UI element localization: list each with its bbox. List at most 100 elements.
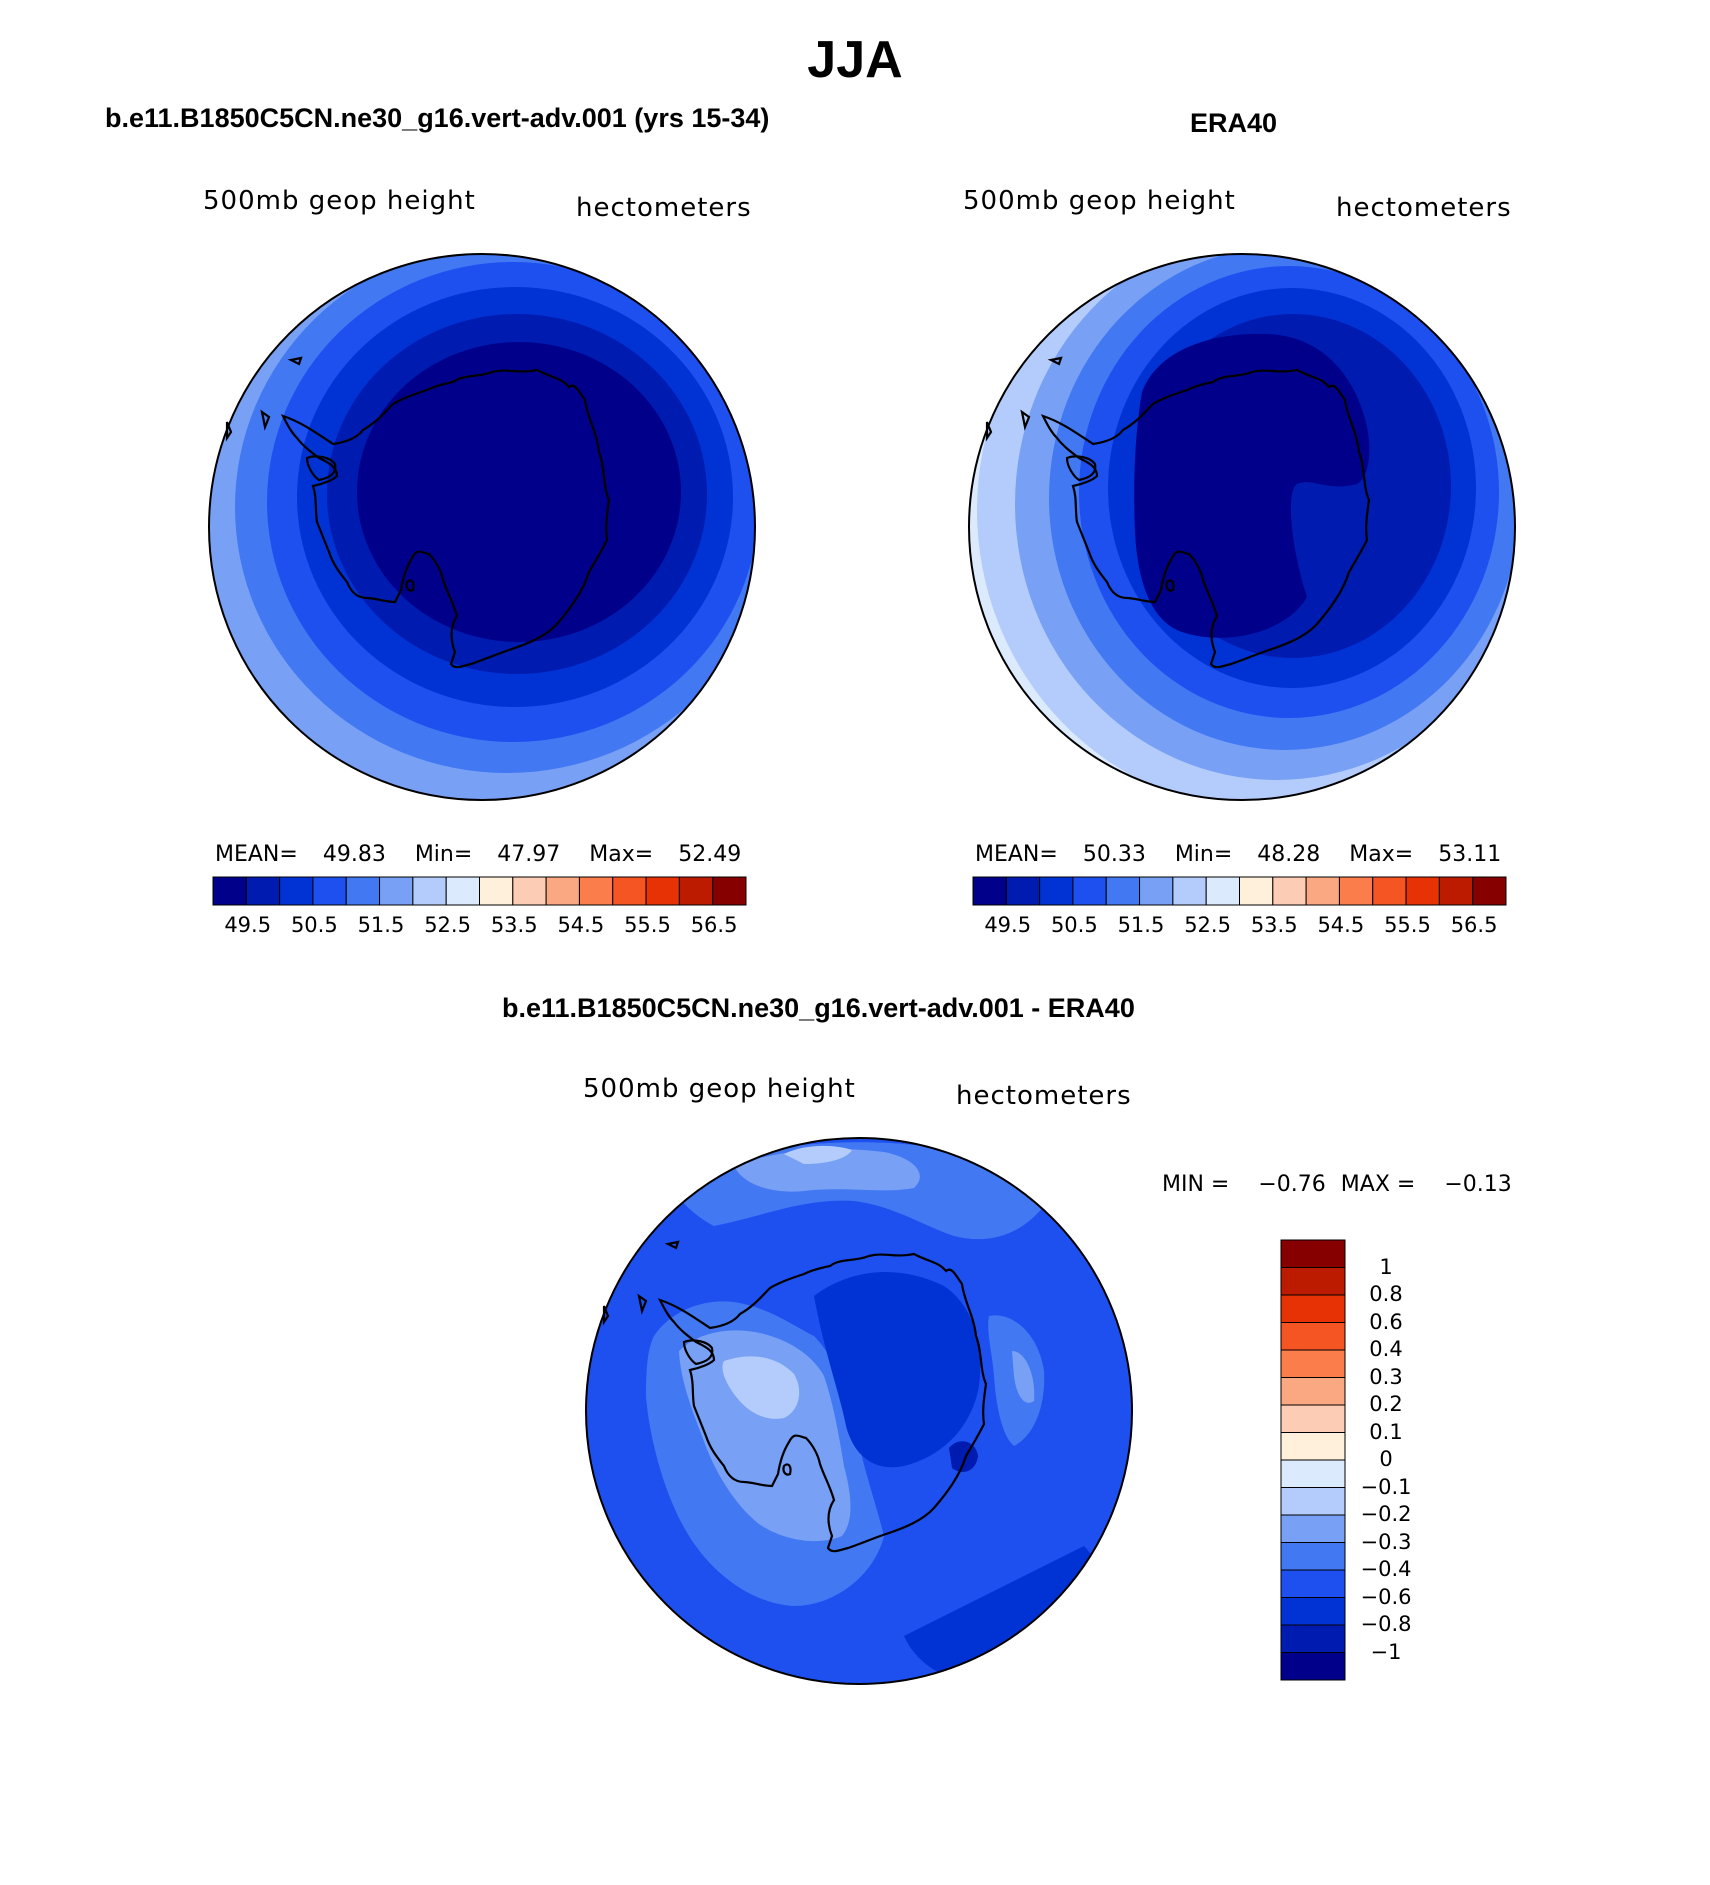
- obs-colorbar-tick-label: 55.5: [1384, 913, 1431, 937]
- model-colorbar-tick-label: 55.5: [624, 913, 671, 937]
- model-mean-value: 49.83: [322, 842, 386, 867]
- obs-colorbar-box: [1039, 876, 1074, 906]
- diff-colorbar-box: [1280, 1624, 1346, 1653]
- antarctica-coastline: [602, 1240, 988, 1553]
- obs-panel-title: ERA40: [1190, 108, 1278, 138]
- model-colorbar-box: [512, 876, 547, 906]
- model-colorbar-tick-label: 53.5: [490, 913, 538, 937]
- obs-min-value: 48.28: [1257, 842, 1321, 867]
- model-colorbar-box: [212, 876, 247, 906]
- obs-min-label: Min=: [1174, 842, 1233, 867]
- antarctica-coastline: [985, 356, 1371, 669]
- diff-colorbar-labels: 1 0.8 0.6 0.4 0.3 0.2 0.1 0 −0.1 −0.2 −0.3 −0.4 −0.6…: [1354, 1240, 1444, 1680]
- diff-panel-title: b.e11.B1850C5CN.ne30_g16.vert-adv.001 - …: [502, 993, 1135, 1023]
- model-panel-title: b.e11.B1850C5CN.ne30_g16.vert-adv.001 (y…: [105, 103, 770, 133]
- diff-colorbar-box: [1280, 1432, 1346, 1461]
- diff-colorbar: [1280, 1239, 1346, 1681]
- model-colorbar-box: [612, 876, 647, 906]
- diff-colorbar-tick-label: −0.8: [1360, 1612, 1412, 1636]
- obs-colorbar-box: [1338, 876, 1374, 906]
- obs-colorbar-box: [1472, 876, 1507, 906]
- obs-variable-label: 500mb geop height: [963, 186, 1236, 216]
- model-colorbar-tick-label: 52.5: [424, 913, 471, 937]
- obs-max-label: Max=: [1349, 842, 1414, 867]
- obs-colorbar-box: [1205, 876, 1240, 906]
- model-colorbar-box: [445, 876, 480, 906]
- obs-stats: MEAN= 50.33 Min= 48.28 Max= 53.11: [975, 842, 1501, 867]
- diff-colorbar-tick-label: −1: [1370, 1639, 1402, 1664]
- diff-colorbar-box: [1280, 1349, 1346, 1378]
- diff-colorbar-box: [1280, 1267, 1346, 1296]
- model-colorbar-box: [645, 876, 680, 906]
- model-colorbar-box: [245, 876, 281, 906]
- diff-minmax: MIN = −0.76 MAX = −0.13: [1162, 1172, 1512, 1197]
- model-variable-label: 500mb geop height: [203, 186, 476, 216]
- obs-colorbar-tick-label: 50.5: [1050, 913, 1098, 937]
- diff-polar-map: [585, 1137, 1133, 1685]
- model-colorbar-tick-label: 51.5: [357, 913, 405, 937]
- model-colorbar: [212, 876, 747, 906]
- model-colorbar-box: [578, 876, 614, 906]
- model-colorbar-box: [712, 876, 747, 906]
- obs-colorbar: [972, 876, 1507, 906]
- obs-colorbar-tick-label: 56.5: [1450, 913, 1498, 937]
- obs-colorbar-box: [1405, 876, 1440, 906]
- obs-colorbar-tick-label: 51.5: [1117, 913, 1165, 937]
- diff-colorbar-tick-label: 0.1: [1369, 1419, 1403, 1444]
- obs-colorbar-box: [972, 876, 1007, 906]
- antarctica-coastline: [225, 356, 611, 669]
- diff-max-value: −0.13: [1444, 1172, 1512, 1197]
- diff-colorbar-tick-label: −0.1: [1360, 1474, 1412, 1499]
- model-colorbar-box: [412, 876, 447, 906]
- obs-colorbar-box: [1105, 876, 1141, 906]
- diff-colorbar-box: [1280, 1459, 1346, 1488]
- diff-colorbar-tick-label: −0.6: [1360, 1584, 1412, 1609]
- obs-colorbar-tick-label: 53.5: [1250, 913, 1298, 937]
- diff-colorbar-tick-label: 0.8: [1369, 1282, 1403, 1306]
- model-min-value: 47.97: [497, 842, 561, 867]
- obs-colorbar-box: [1239, 876, 1274, 906]
- diff-colorbar-box: [1280, 1322, 1346, 1351]
- model-colorbar-box: [479, 876, 514, 906]
- obs-units-label: hectometers: [1336, 193, 1512, 223]
- obs-colorbar-box: [1372, 876, 1407, 906]
- model-colorbar-box: [545, 876, 580, 906]
- diff-max-label: MAX =: [1340, 1172, 1416, 1197]
- obs-colorbar-tick-label: 49.5: [984, 913, 1032, 937]
- model-colorbar-tick-label: 56.5: [690, 913, 738, 937]
- obs-max-value: 53.11: [1438, 842, 1502, 867]
- model-colorbar-box: [345, 876, 381, 906]
- model-polar-map: [208, 253, 756, 801]
- obs-polar-map: [968, 253, 1516, 801]
- diff-colorbar-box: [1280, 1514, 1346, 1543]
- diff-variable-label: 500mb geop height: [583, 1074, 856, 1104]
- model-units-label: hectometers: [576, 193, 752, 223]
- diff-colorbar-box: [1280, 1569, 1346, 1598]
- diff-colorbar-box: [1280, 1487, 1346, 1516]
- obs-colorbar-box: [1139, 876, 1174, 906]
- obs-mean-label: MEAN=: [975, 842, 1058, 867]
- diff-colorbar-box: [1280, 1377, 1346, 1406]
- model-stats: MEAN= 49.83 Min= 47.97 Max= 52.49: [215, 842, 741, 867]
- obs-colorbar-box: [1272, 876, 1307, 906]
- diff-colorbar-tick-label: 1: [1379, 1254, 1393, 1279]
- obs-mean-value: 50.33: [1082, 842, 1146, 867]
- diff-colorbar-box: [1280, 1294, 1346, 1323]
- obs-colorbar-labels: 49.5 50.5 51.5 52.5 53.5 54.5 55.5 56.5: [973, 913, 1506, 939]
- diff-colorbar-tick-label: 0: [1379, 1447, 1393, 1471]
- diff-colorbar-tick-label: −0.3: [1360, 1529, 1412, 1554]
- diff-units-label: hectometers: [956, 1081, 1132, 1111]
- model-colorbar-labels: 49.5 50.5 51.5 52.5 53.5 54.5 55.5 56.5: [213, 913, 746, 939]
- diff-min-label: MIN =: [1162, 1172, 1230, 1197]
- obs-colorbar-tick-label: 54.5: [1317, 913, 1365, 937]
- diff-colorbar-box: [1280, 1542, 1346, 1571]
- diff-colorbar-box: [1280, 1404, 1346, 1433]
- diff-colorbar-tick-label: −0.4: [1360, 1557, 1412, 1581]
- model-max-label: Max=: [589, 842, 654, 867]
- diff-colorbar-box: [1280, 1597, 1346, 1626]
- model-colorbar-tick-label: 50.5: [290, 913, 338, 937]
- model-colorbar-box: [678, 876, 714, 906]
- model-colorbar-box: [379, 876, 414, 906]
- obs-colorbar-box: [1438, 876, 1474, 906]
- obs-colorbar-box: [1305, 876, 1340, 906]
